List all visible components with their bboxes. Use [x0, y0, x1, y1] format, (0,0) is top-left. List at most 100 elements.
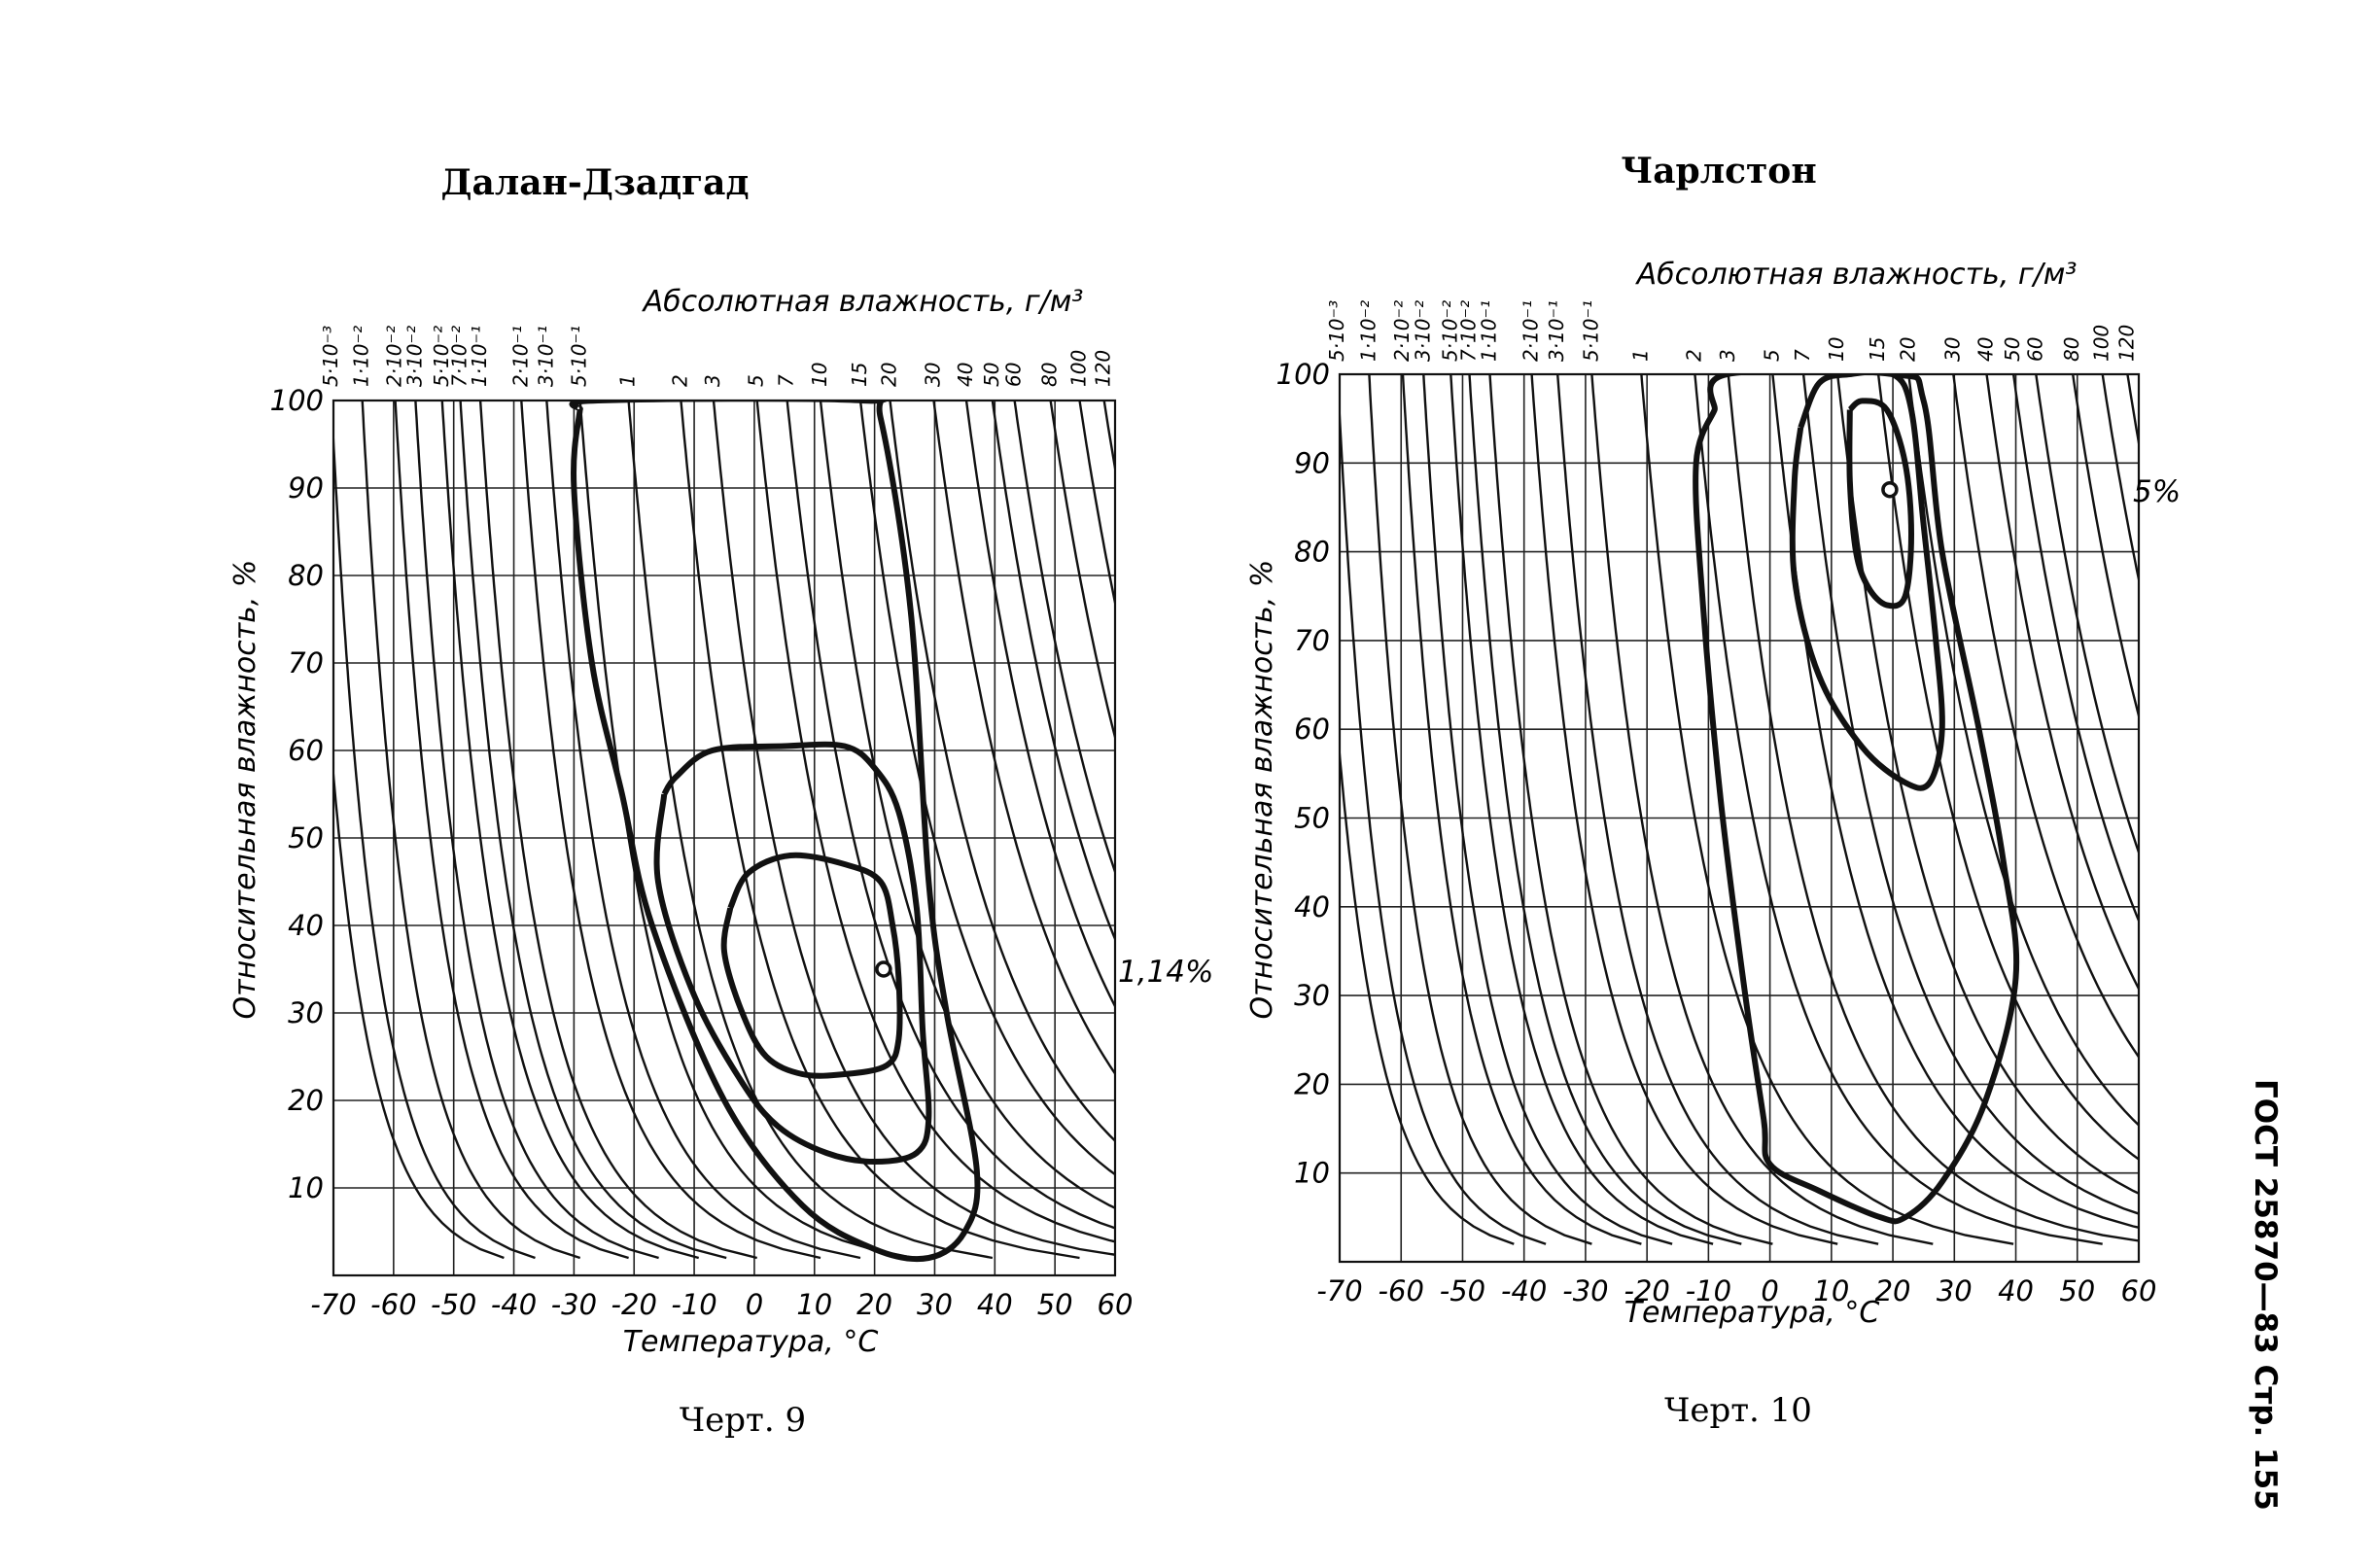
abs-humidity-label: 5 [1760, 349, 1783, 362]
y-tick-label: 90 [288, 471, 324, 505]
y-tick-label: 30 [288, 996, 324, 1029]
y-tick-label: 40 [1294, 890, 1330, 923]
abs-humidity-curves [333, 401, 1115, 1260]
x-tick-label: 10 [796, 1288, 832, 1321]
abs-humidity-label: 7 [1791, 349, 1814, 362]
abs-humidity-curve [1836, 374, 2139, 1195]
frequency-contour [569, 401, 981, 1263]
abs-humidity-label: 2·10⁻² [383, 326, 406, 387]
abs-humidity-curve [786, 401, 1115, 1230]
abs-humidity-label: 1 [616, 374, 640, 387]
abs-humidity-curve [1049, 401, 1115, 743]
x-axis-label: Температура, °С [623, 1325, 879, 1359]
abs-humidity-curve [2035, 374, 2139, 856]
page-side-label-group: ГОСТ 25870—83 Стр. 155 [2248, 1079, 2283, 1511]
frequency-contour [720, 852, 903, 1079]
x-tick-label: 20 [1875, 1274, 1911, 1307]
abs-humidity-curve [858, 401, 1115, 1176]
abs-humidity-curve [2011, 374, 2139, 924]
y-tick-label: 100 [270, 384, 324, 417]
abs-humidity-label: 10 [1825, 337, 1848, 362]
abs-humidity-curve [1556, 374, 1879, 1245]
abs-humidity-curve [1952, 374, 2139, 1060]
frequency-contour [1693, 374, 2020, 1225]
chart-charleston: Чарлстон Черт. 10 5·10⁻³ 1·10⁻² 2·10⁻²3·10⁻²… [1245, 151, 2181, 1430]
y-tick-label: 100 [1276, 358, 1330, 391]
abs-humidity-curve [712, 401, 1115, 1256]
abs-humidity-label: 3 [701, 374, 724, 387]
abs-humidity-curve [680, 401, 1080, 1260]
abs-humidity-curve [333, 419, 536, 1260]
y-tick-label: 50 [1294, 802, 1330, 835]
abs-humidity-curve [1727, 374, 2139, 1242]
abs-humidity-label: 5·10⁻² [1438, 300, 1461, 362]
abs-humidity-label: 60 [1002, 363, 1026, 387]
y-tick-label: 90 [1294, 446, 1330, 479]
x-tick-label: -10 [1686, 1274, 1731, 1307]
abs-humidity-curve [1640, 374, 2014, 1245]
abs-humidity-label: 5·10⁻² [430, 326, 453, 387]
x-tick-label: 0 [1761, 1274, 1778, 1307]
abs-humidity-label: 2·10⁻¹ [508, 326, 532, 387]
abs-humidity-curve [1801, 374, 2139, 1215]
x-tick-label: -40 [1501, 1274, 1547, 1307]
page-side-label: ГОСТ 25870—83 Стр. 155 [2248, 1079, 2283, 1511]
abs-humidity-curve [2101, 374, 2139, 585]
top-axis-label: Абсолютная влажность, г/м³ [1635, 258, 2078, 292]
abs-humidity-label: 10 [808, 363, 831, 387]
y-tick-label: 40 [288, 909, 324, 942]
abs-humidity-curve [1694, 374, 2103, 1245]
top-axis-label: Абсолютная влажность, г/м³ [642, 285, 1084, 319]
abs-humidity-curve [1771, 374, 2139, 1229]
x-tick-label: -10 [671, 1288, 716, 1321]
abs-humidity-label: 50 [980, 363, 1003, 387]
abs-humidity-curve [545, 401, 861, 1260]
y-axis-label: Относительная влажность, % [1245, 560, 1279, 1020]
abs-humidity-curve [1907, 374, 2139, 1128]
x-tick-label: 20 [856, 1288, 892, 1321]
frequency-contours [569, 401, 981, 1263]
abs-humidity-curve [361, 401, 581, 1260]
abs-humidity-curve [1422, 374, 1673, 1245]
y-tick-label: 80 [1294, 536, 1330, 569]
frequency-contour [1846, 398, 1914, 610]
chart-title: Чарлстон [1621, 151, 1816, 192]
x-tick-label: 0 [746, 1288, 763, 1321]
abs-humidity-label: 2 [1682, 349, 1705, 362]
abs-humidity-curve [478, 401, 757, 1260]
y-tick-label: 60 [288, 734, 324, 767]
y-axis-label: Относительная влажность, % [228, 560, 262, 1020]
x-tick-label: 60 [2121, 1274, 2157, 1307]
x-tick-label: 30 [917, 1288, 953, 1321]
frequency-contours [1693, 374, 2020, 1225]
abs-humidity-label: 80 [2060, 337, 2083, 362]
abs-humidity-label: 50 [2001, 337, 2024, 362]
abs-humidity-curve [1102, 401, 1115, 475]
x-tick-label: 40 [977, 1288, 1013, 1321]
chart-caption: Черт. 9 [680, 1401, 806, 1440]
abs-humidity-curve [1340, 741, 1515, 1245]
x-tick-label: -20 [1624, 1274, 1669, 1307]
abs-humidity-label: 2 [668, 374, 691, 387]
abs-humidity-label: 20 [877, 363, 900, 387]
abs-humidity-curve [964, 401, 1115, 1009]
x-tick-label: -30 [551, 1288, 597, 1321]
abs-humidity-curve [414, 401, 659, 1260]
abs-humidity-curve [440, 401, 700, 1260]
abs-humidity-label: 120 [2114, 325, 2138, 362]
chart-caption: Черт. 10 [1664, 1391, 1812, 1430]
abs-humidity-label: 120 [1092, 350, 1115, 387]
abs-humidity-curve [819, 401, 1115, 1209]
abs-humidity-label: 15 [848, 363, 871, 387]
abs-humidity-label: 1 [1628, 349, 1652, 362]
y-tick-label: 50 [288, 821, 324, 854]
abs-humidity-label: 3·10⁻¹ [1545, 300, 1568, 362]
abs-humidity-curve [520, 401, 821, 1260]
abs-humidity-label: 30 [921, 363, 944, 387]
x-tick-label: -50 [1440, 1274, 1485, 1307]
abs-humidity-label: 3·10⁻² [1411, 300, 1434, 362]
y-tick-label: 10 [1294, 1157, 1330, 1190]
abs-humidity-label: 40 [1974, 337, 1998, 362]
